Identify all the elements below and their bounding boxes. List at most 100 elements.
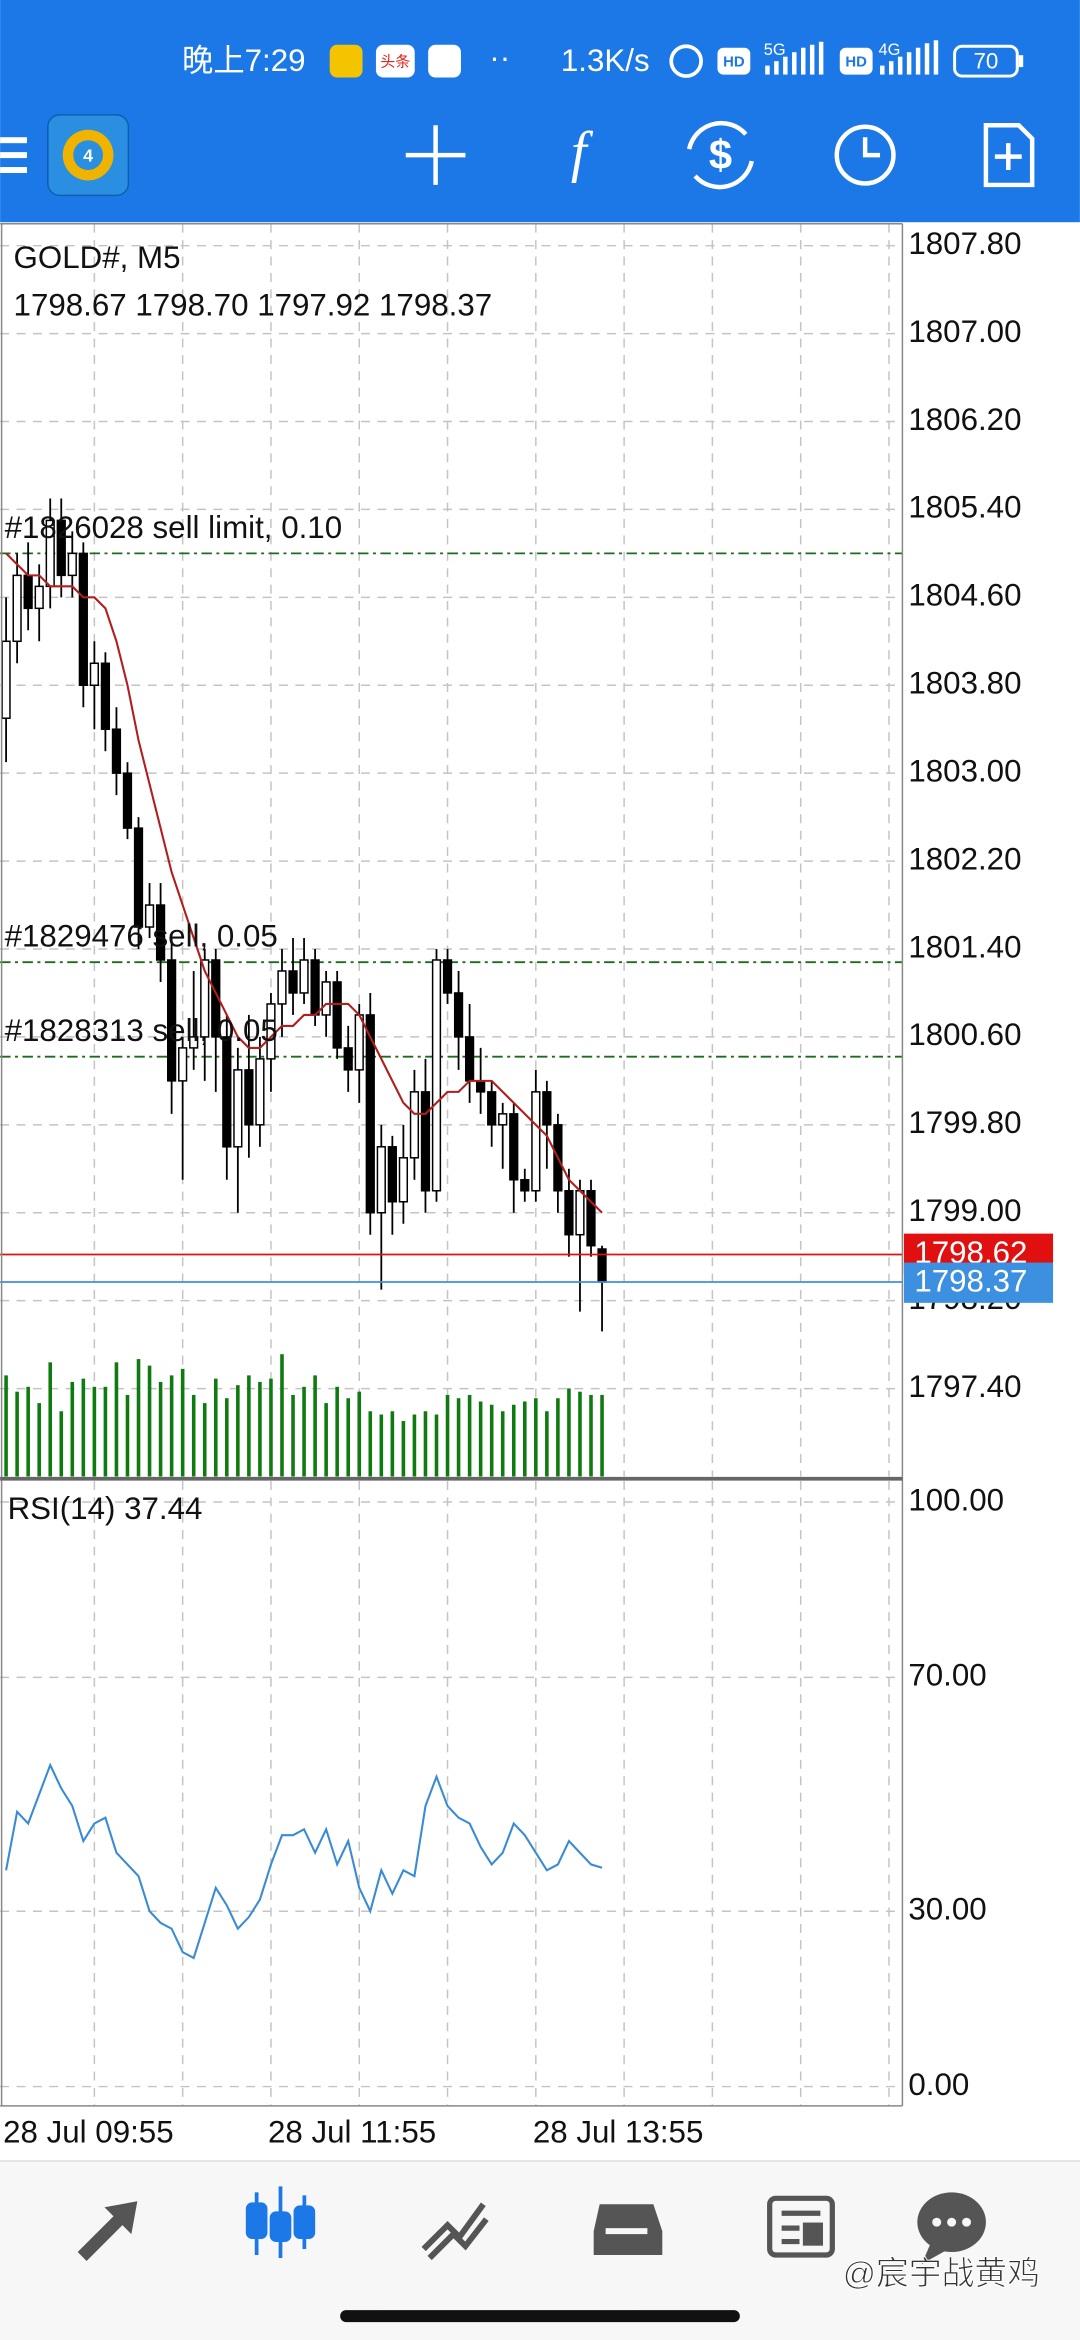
volume-bar [169, 1375, 174, 1477]
chat-tab[interactable] [917, 2192, 986, 2264]
candle-body [1, 640, 11, 719]
volume-bar [4, 1375, 8, 1477]
candle-body [498, 1113, 508, 1126]
volume-bar [26, 1386, 30, 1477]
candle-body [189, 1036, 199, 1049]
app-icon [375, 44, 415, 78]
volume-bar [556, 1398, 560, 1477]
y-tick-label: 1801.40 [908, 929, 1021, 964]
y-tick-label: 1806.20 [908, 402, 1021, 437]
volume-bar [434, 1414, 439, 1477]
candle-body [244, 1069, 254, 1126]
app-icon [428, 44, 461, 78]
volume-bar [258, 1381, 262, 1477]
menu-button[interactable] [0, 137, 27, 174]
trade-button[interactable]: $ [686, 120, 754, 190]
y-tick-label: 100.00 [908, 1482, 1004, 1517]
candle-body [233, 1069, 243, 1148]
home-indicator [340, 2310, 740, 2323]
volume-bar [335, 1386, 339, 1477]
volume-bar [379, 1414, 384, 1477]
history-tab[interactable] [593, 2204, 663, 2255]
y-tick-label: 1803.80 [908, 666, 1021, 701]
volume-bar [158, 1381, 163, 1477]
candle-body [23, 574, 33, 610]
hd-badge [717, 47, 751, 75]
order-label: #1829476 sell, 0.05 [5, 919, 278, 954]
candle-body [178, 1047, 188, 1082]
trade-tab[interactable] [421, 2202, 489, 2261]
candle-body [531, 1091, 541, 1192]
candle-body [167, 959, 177, 1082]
y-tick-label: 30.00 [908, 1891, 986, 1926]
new-order-button[interactable] [983, 123, 1035, 188]
candle-body [255, 1058, 265, 1126]
candle-body [299, 959, 309, 994]
candle-body [321, 981, 331, 1016]
volume-bar [136, 1359, 141, 1477]
volume-bar [269, 1378, 273, 1477]
candle-body [542, 1091, 552, 1126]
volume-bar [280, 1354, 284, 1477]
header-bg [0, 0, 1080, 223]
candle-body [133, 827, 144, 928]
status-dots: ·· [489, 40, 510, 75]
chart-tab[interactable] [245, 2186, 316, 2258]
candle-body [155, 904, 166, 961]
volume-bar [456, 1398, 461, 1477]
x-tick-label: 28 Jul 09:55 [3, 2114, 174, 2149]
x-tick-label: 28 Jul 11:55 [268, 2114, 436, 2149]
marks [0, 498, 903, 1960]
candle-body [453, 992, 464, 1038]
volume-bar [225, 1398, 229, 1477]
candle-body [266, 1003, 276, 1060]
net-type: 4G [879, 41, 901, 59]
order-label: #1828313 sell, 0.05 [5, 1013, 278, 1048]
period-button[interactable] [834, 124, 896, 186]
app-logo[interactable]: 4 [47, 114, 130, 197]
x-tick-label: 28 Jul 13:55 [533, 2114, 704, 2149]
net-type: 5G [764, 41, 786, 59]
candle-body [442, 959, 453, 994]
candle-body [409, 1091, 420, 1159]
volume-bar [368, 1411, 373, 1477]
volume-bar [578, 1391, 582, 1477]
volume-bar [291, 1394, 295, 1477]
status-time: 晚上7:29 [182, 43, 306, 78]
grid [0, 223, 903, 2106]
candle-body [67, 552, 77, 577]
candle-body [12, 574, 22, 643]
candle-body [365, 1014, 375, 1214]
y-tick-label: 1797.40 [908, 1369, 1021, 1404]
bid-label: 1798.37 [914, 1264, 1027, 1299]
volume-bar [247, 1375, 251, 1477]
status-speed: 1.3K/s [561, 43, 650, 78]
volume-bar [346, 1398, 350, 1477]
y-tick-label: 1799.80 [908, 1105, 1021, 1140]
candle-body [376, 1146, 386, 1214]
y-tick-label: 1807.80 [908, 226, 1021, 261]
volume-bar [59, 1411, 64, 1477]
watermark: @宸宇战黄鸡 [843, 2255, 1040, 2292]
candle-body [288, 970, 298, 994]
ma-line [5, 552, 603, 1214]
app-icon-label: 头条 [380, 54, 410, 71]
candle-body [398, 1157, 409, 1203]
candle-body [122, 772, 133, 829]
y-tick-label: 70.00 [908, 1658, 986, 1693]
candle-body [509, 1113, 519, 1181]
app-icon [329, 44, 363, 78]
candle-body [277, 970, 287, 1005]
news-tab[interactable] [767, 2195, 835, 2258]
volume-bar [500, 1411, 505, 1477]
crosshair-button[interactable] [405, 125, 466, 185]
candle-body [89, 662, 99, 687]
volume-bar [478, 1401, 483, 1477]
volume-bar [357, 1391, 362, 1477]
volume-bar [412, 1414, 417, 1477]
quotes-tab[interactable] [77, 2201, 138, 2261]
volume-bar [37, 1403, 41, 1477]
candle-body [222, 1036, 232, 1148]
volume-bar [114, 1362, 119, 1477]
volume-bar [522, 1401, 527, 1477]
